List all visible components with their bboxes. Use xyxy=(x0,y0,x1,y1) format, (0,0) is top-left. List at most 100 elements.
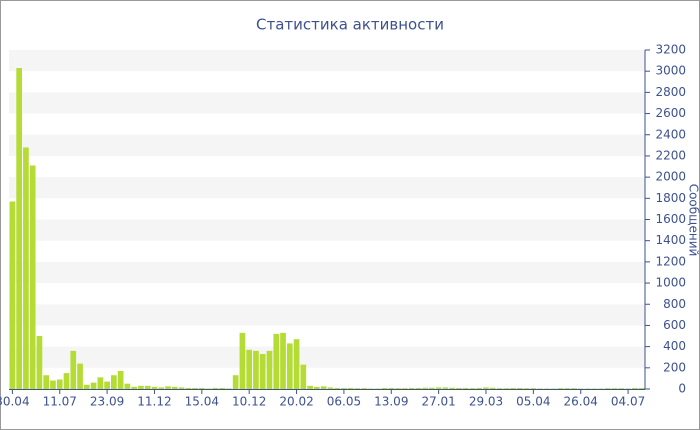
bar xyxy=(320,386,327,389)
bar xyxy=(408,387,415,389)
x-tick-label: 04.07 xyxy=(611,395,645,409)
bar xyxy=(368,388,374,389)
bar xyxy=(395,388,401,389)
bar xyxy=(90,382,97,389)
y-tick-label: 1000 xyxy=(655,276,686,290)
bar xyxy=(456,387,462,389)
bar xyxy=(178,387,185,389)
bar xyxy=(334,387,340,389)
bar xyxy=(401,388,408,389)
bar xyxy=(462,387,469,389)
x-tick-label: 15.04 xyxy=(185,395,219,409)
bar xyxy=(361,388,368,389)
bar xyxy=(104,381,110,389)
bar xyxy=(625,388,631,389)
y-tick-label: 1800 xyxy=(655,191,686,205)
bar xyxy=(598,388,604,389)
bar xyxy=(571,388,577,389)
x-tick-label: 26.04 xyxy=(564,395,598,409)
bar xyxy=(449,387,456,389)
bar xyxy=(239,332,246,389)
bar xyxy=(171,386,178,389)
bar xyxy=(151,386,158,389)
y-tick-label: 2800 xyxy=(655,85,686,99)
bar xyxy=(516,387,523,389)
bar xyxy=(530,388,537,389)
bar xyxy=(381,387,388,389)
bar xyxy=(185,387,192,389)
bar xyxy=(429,387,435,389)
bar xyxy=(246,349,253,389)
x-tick-label: 13.09 xyxy=(374,395,408,409)
x-tick-label: 11.12 xyxy=(137,395,171,409)
bar xyxy=(205,388,212,389)
y-tick-label: 1200 xyxy=(655,254,686,268)
bar xyxy=(422,387,428,389)
y-tick-label: 800 xyxy=(663,297,686,311)
x-tick-label: 30.04 xyxy=(0,395,30,409)
bar xyxy=(550,388,557,389)
y-tick-label: 400 xyxy=(663,339,686,353)
y-tick-label: 1600 xyxy=(655,212,686,226)
bar xyxy=(198,387,205,389)
bar xyxy=(192,387,198,389)
x-tick-label: 11.07 xyxy=(43,395,77,409)
bar xyxy=(307,385,313,389)
y-tick-label: 2400 xyxy=(655,127,686,141)
y-tick-label: 3200 xyxy=(655,43,686,57)
x-tick-label: 27.01 xyxy=(421,395,455,409)
bar xyxy=(510,387,516,389)
bar xyxy=(476,387,483,389)
y-axis-title: Сообщений xyxy=(687,184,700,257)
y-tick-label: 0 xyxy=(678,382,686,396)
x-tick-label: 10.12 xyxy=(232,395,266,409)
bar xyxy=(212,387,219,389)
bar xyxy=(415,387,422,389)
y-tick-label: 2600 xyxy=(655,106,686,120)
bar xyxy=(253,350,259,389)
bar xyxy=(374,388,381,389)
y-tick-label: 1400 xyxy=(655,233,686,247)
y-tick-label: 200 xyxy=(663,360,686,374)
bar xyxy=(29,165,36,389)
bar xyxy=(63,373,70,389)
bar xyxy=(144,385,151,389)
bar xyxy=(347,387,354,389)
bar xyxy=(503,388,510,389)
bar xyxy=(618,388,625,389)
bar xyxy=(327,387,334,389)
bar xyxy=(300,364,307,389)
bar xyxy=(158,387,165,389)
grid-band xyxy=(9,346,645,368)
grid-band xyxy=(9,134,645,156)
bar xyxy=(584,388,591,389)
bar xyxy=(232,375,239,389)
bar xyxy=(557,388,564,389)
bar xyxy=(226,388,232,389)
bar xyxy=(259,354,266,389)
bar xyxy=(131,386,138,389)
bar xyxy=(523,388,530,389)
bar xyxy=(564,388,571,389)
y-tick-label: 600 xyxy=(663,318,686,332)
grid-band xyxy=(9,304,645,326)
bar xyxy=(138,385,144,389)
bar xyxy=(483,387,489,389)
grid-band xyxy=(9,50,645,72)
bar xyxy=(70,350,77,389)
grid-band xyxy=(9,177,645,199)
bar xyxy=(544,388,550,389)
bar xyxy=(354,388,361,389)
y-tick-label: 2000 xyxy=(655,170,686,184)
bar xyxy=(632,387,638,389)
bar xyxy=(496,388,503,389)
bar xyxy=(280,332,286,389)
x-tick-label: 05.04 xyxy=(516,395,550,409)
bar xyxy=(50,380,56,389)
bar xyxy=(341,387,347,389)
bar xyxy=(83,384,90,389)
bar xyxy=(219,387,225,389)
bar xyxy=(388,387,395,389)
bar xyxy=(638,387,645,389)
